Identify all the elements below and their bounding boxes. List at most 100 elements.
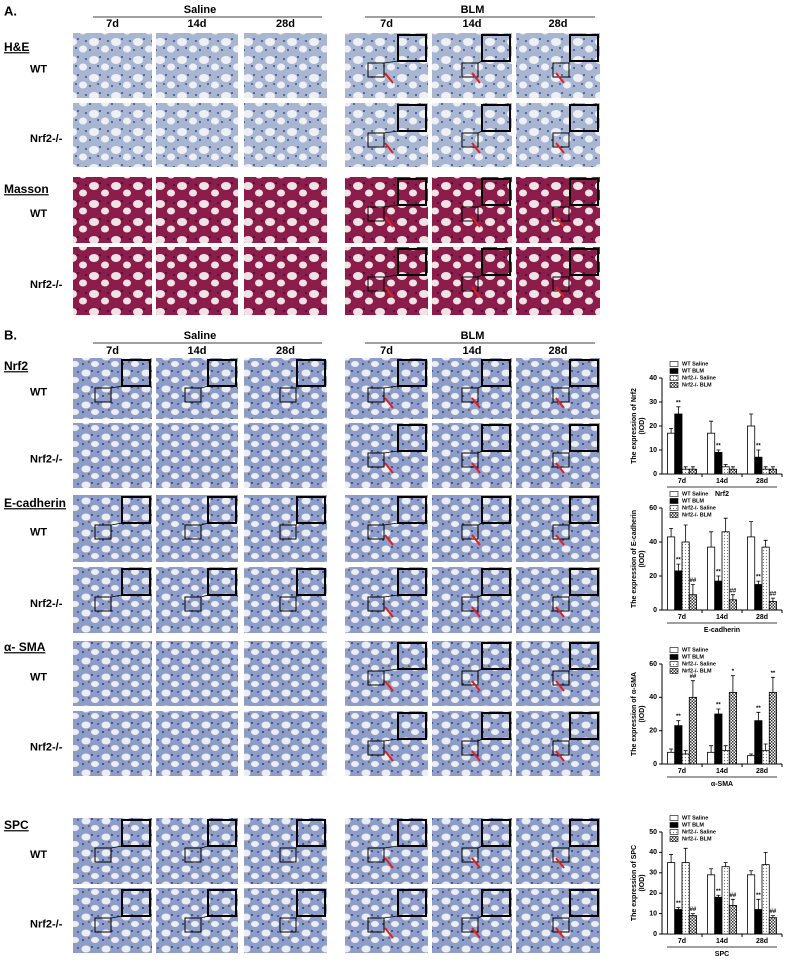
legend-swatch	[670, 662, 678, 667]
error-bar	[731, 899, 735, 905]
bar	[762, 751, 769, 764]
significance: *	[732, 669, 735, 675]
bar	[715, 452, 722, 474]
y-tick-label: 0	[653, 471, 657, 478]
bar	[747, 426, 754, 474]
error-bar	[756, 899, 760, 909]
micrograph	[244, 33, 327, 98]
micrograph	[73, 177, 152, 243]
legend-swatch	[670, 499, 678, 504]
inset	[297, 890, 325, 916]
bar	[715, 581, 722, 610]
y-tick-label: 10	[649, 910, 657, 917]
bar	[689, 916, 696, 934]
error-bar	[724, 863, 728, 867]
inset	[570, 105, 598, 131]
error-bar	[716, 576, 720, 581]
inset	[398, 179, 426, 205]
inset	[482, 179, 510, 205]
error-bar	[684, 848, 688, 862]
error-bar	[676, 721, 680, 726]
day-label: 28d	[549, 345, 568, 357]
legend-label: Nrf2-/- Saline	[682, 829, 716, 835]
significance: **	[756, 575, 761, 581]
legend-label: Nrf2-/- Saline	[682, 375, 716, 381]
y-tick-label: 50	[649, 829, 657, 836]
error-bar	[709, 746, 713, 753]
inset	[398, 713, 426, 739]
micrograph	[73, 247, 152, 315]
inset	[398, 497, 426, 523]
y-axis-label: (IOD)	[639, 874, 646, 891]
inset	[208, 497, 236, 523]
bar	[682, 754, 689, 764]
y-tick-label: 40	[649, 375, 657, 382]
significance: ##	[770, 592, 777, 598]
stain-label: Nrf2	[4, 359, 28, 373]
y-tick-label: 10	[649, 447, 657, 454]
bar	[729, 905, 736, 934]
y-tick-label: 0	[653, 931, 657, 938]
error-bar	[756, 581, 760, 584]
error-bar	[771, 677, 775, 692]
error-bar	[764, 744, 768, 751]
day-label: 28d	[276, 345, 295, 357]
y-tick-label: 40	[649, 539, 657, 546]
bar	[769, 469, 776, 474]
y-tick-label: 0	[653, 607, 657, 614]
genotype-label: WT	[30, 63, 47, 75]
error-bar	[709, 421, 713, 433]
inset	[122, 497, 150, 523]
error-bar	[749, 522, 753, 537]
y-axis-label: The expression of SPC	[631, 845, 638, 921]
error-bar	[724, 518, 728, 532]
error-bar	[691, 585, 695, 595]
inset	[398, 820, 426, 846]
x-tick-label: 7d	[678, 614, 686, 621]
error-bar	[669, 749, 673, 752]
legend-label: WT Saline	[682, 491, 708, 497]
error-bar	[731, 676, 735, 693]
y-axis-label: The expression of Nrf2	[631, 388, 638, 464]
group-header: BLM	[461, 4, 485, 16]
bar	[729, 600, 736, 610]
inset	[570, 360, 598, 386]
legend-label: WT BLM	[682, 498, 704, 504]
legend-label: WT BLM	[682, 368, 704, 374]
genotype-label: WT	[30, 849, 47, 861]
micrograph	[244, 711, 327, 776]
micrograph	[156, 711, 238, 776]
bar	[682, 469, 689, 474]
legend-label: WT Saline	[682, 815, 708, 821]
error-bar	[709, 532, 713, 547]
inset	[482, 425, 510, 451]
panel-label: A.	[4, 3, 17, 18]
significance: **	[716, 570, 721, 576]
legend-swatch	[670, 669, 678, 674]
error-bar	[749, 871, 753, 875]
inset	[122, 569, 150, 595]
stain-label: SPC	[4, 818, 29, 832]
x-tick-label: 28d	[756, 614, 768, 621]
y-axis-label: (IOD)	[639, 417, 646, 434]
genotype-label: Nrf2-/-	[30, 133, 63, 145]
inset	[570, 569, 598, 595]
legend-swatch	[670, 383, 678, 388]
bar	[722, 467, 729, 474]
bar	[722, 867, 729, 934]
group-header: Saline	[184, 4, 216, 16]
significance: **	[756, 444, 761, 450]
x-tick-label: 14d	[716, 614, 728, 621]
error-bar	[764, 540, 768, 547]
bar	[675, 571, 682, 610]
bar	[755, 910, 762, 934]
error-bar	[669, 854, 673, 862]
day-label: 7d	[106, 18, 119, 30]
inset	[482, 890, 510, 916]
legend-swatch	[670, 837, 678, 842]
micrograph	[156, 177, 238, 243]
day-label: 14d	[188, 345, 207, 357]
bar	[707, 433, 714, 474]
micrograph	[244, 103, 327, 167]
y-axis-label: (IOD)	[639, 550, 646, 567]
